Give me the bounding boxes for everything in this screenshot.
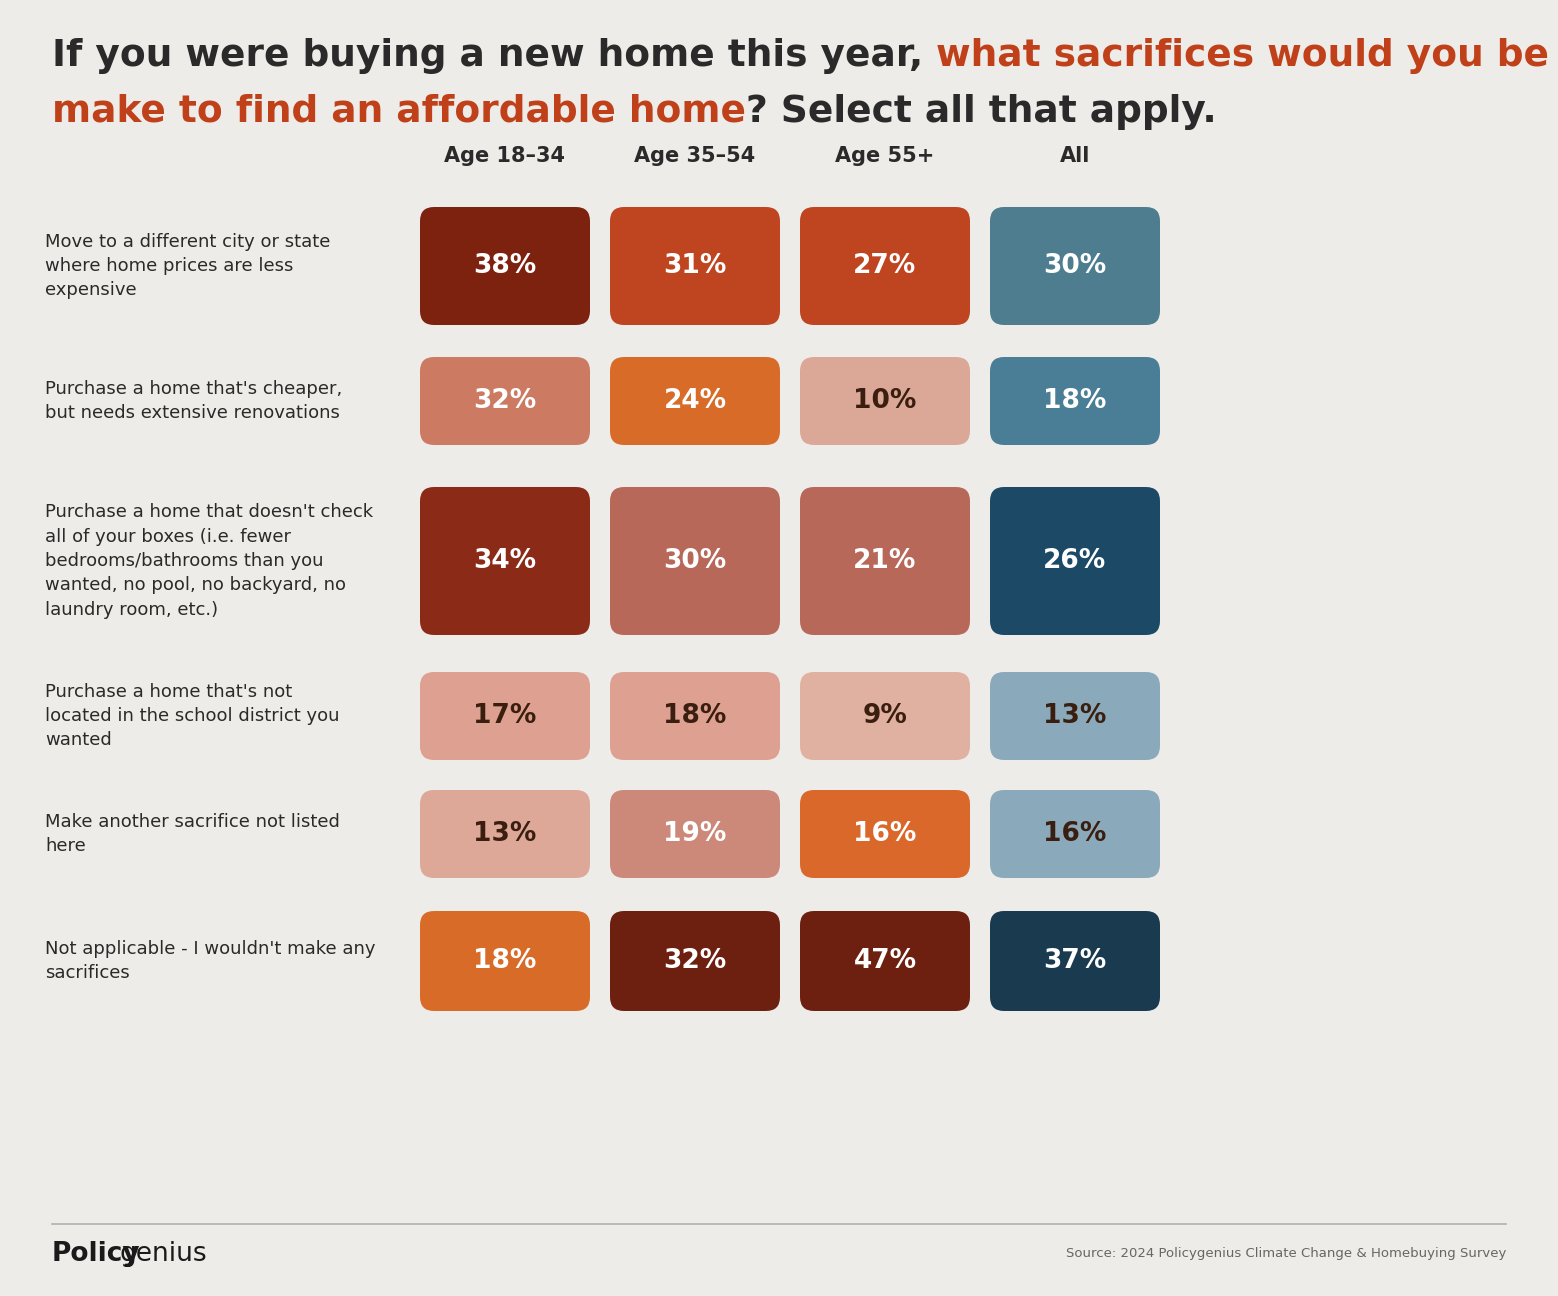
FancyBboxPatch shape [799, 791, 971, 877]
Text: 30%: 30% [1044, 253, 1106, 279]
Text: 31%: 31% [664, 253, 726, 279]
Text: Purchase a home that's not
located in the school district you
wanted: Purchase a home that's not located in th… [45, 683, 340, 749]
FancyBboxPatch shape [421, 207, 590, 325]
Text: 32%: 32% [664, 947, 726, 975]
FancyBboxPatch shape [421, 356, 590, 445]
Text: 32%: 32% [474, 388, 536, 413]
FancyBboxPatch shape [421, 791, 590, 877]
Text: genius: genius [120, 1242, 207, 1267]
FancyBboxPatch shape [989, 791, 1161, 877]
FancyBboxPatch shape [799, 207, 971, 325]
Text: 19%: 19% [664, 820, 726, 848]
Text: 18%: 18% [664, 702, 726, 728]
Text: 9%: 9% [863, 702, 907, 728]
Text: 18%: 18% [474, 947, 536, 975]
Text: 47%: 47% [854, 947, 916, 975]
Text: Source: 2024 Policygenius Climate Change & Homebuying Survey: Source: 2024 Policygenius Climate Change… [1066, 1248, 1507, 1261]
Text: what sacrifices would you be willing to: what sacrifices would you be willing to [936, 38, 1558, 74]
Text: If you were buying a new home this year,: If you were buying a new home this year, [51, 38, 936, 74]
Text: Move to a different city or state
where home prices are less
expensive: Move to a different city or state where … [45, 233, 330, 299]
Text: 30%: 30% [664, 548, 726, 574]
FancyBboxPatch shape [989, 911, 1161, 1011]
Text: make to find an affordable home: make to find an affordable home [51, 95, 746, 130]
Text: 37%: 37% [1044, 947, 1106, 975]
Text: Policy: Policy [51, 1242, 140, 1267]
Text: 34%: 34% [474, 548, 536, 574]
FancyBboxPatch shape [989, 673, 1161, 759]
Text: 21%: 21% [854, 548, 916, 574]
Text: Age 35–54: Age 35–54 [634, 146, 756, 166]
FancyBboxPatch shape [799, 673, 971, 759]
Text: 38%: 38% [474, 253, 536, 279]
FancyBboxPatch shape [799, 911, 971, 1011]
FancyBboxPatch shape [611, 487, 781, 635]
FancyBboxPatch shape [611, 673, 781, 759]
FancyBboxPatch shape [989, 207, 1161, 325]
FancyBboxPatch shape [611, 791, 781, 877]
Text: 18%: 18% [1044, 388, 1106, 413]
Text: Purchase a home that doesn't check
all of your boxes (i.e. fewer
bedrooms/bathro: Purchase a home that doesn't check all o… [45, 503, 372, 618]
Text: ? Select all that apply.: ? Select all that apply. [746, 95, 1217, 130]
FancyBboxPatch shape [611, 911, 781, 1011]
Text: 24%: 24% [664, 388, 726, 413]
Text: 16%: 16% [854, 820, 916, 848]
FancyBboxPatch shape [799, 487, 971, 635]
Text: 13%: 13% [474, 820, 536, 848]
FancyBboxPatch shape [989, 356, 1161, 445]
FancyBboxPatch shape [799, 356, 971, 445]
FancyBboxPatch shape [421, 911, 590, 1011]
FancyBboxPatch shape [989, 487, 1161, 635]
Text: Age 55+: Age 55+ [835, 146, 935, 166]
FancyBboxPatch shape [611, 356, 781, 445]
Text: 26%: 26% [1044, 548, 1106, 574]
Text: 27%: 27% [854, 253, 916, 279]
Text: 17%: 17% [474, 702, 536, 728]
Text: Age 18–34: Age 18–34 [444, 146, 566, 166]
Text: Purchase a home that's cheaper,
but needs extensive renovations: Purchase a home that's cheaper, but need… [45, 380, 343, 422]
FancyBboxPatch shape [421, 487, 590, 635]
FancyBboxPatch shape [421, 673, 590, 759]
FancyBboxPatch shape [611, 207, 781, 325]
Text: 13%: 13% [1044, 702, 1106, 728]
Text: Not applicable - I wouldn't make any
sacrifices: Not applicable - I wouldn't make any sac… [45, 940, 375, 982]
Text: Make another sacrifice not listed
here: Make another sacrifice not listed here [45, 813, 340, 855]
Text: 16%: 16% [1044, 820, 1106, 848]
Text: All: All [1059, 146, 1091, 166]
Text: 10%: 10% [854, 388, 916, 413]
